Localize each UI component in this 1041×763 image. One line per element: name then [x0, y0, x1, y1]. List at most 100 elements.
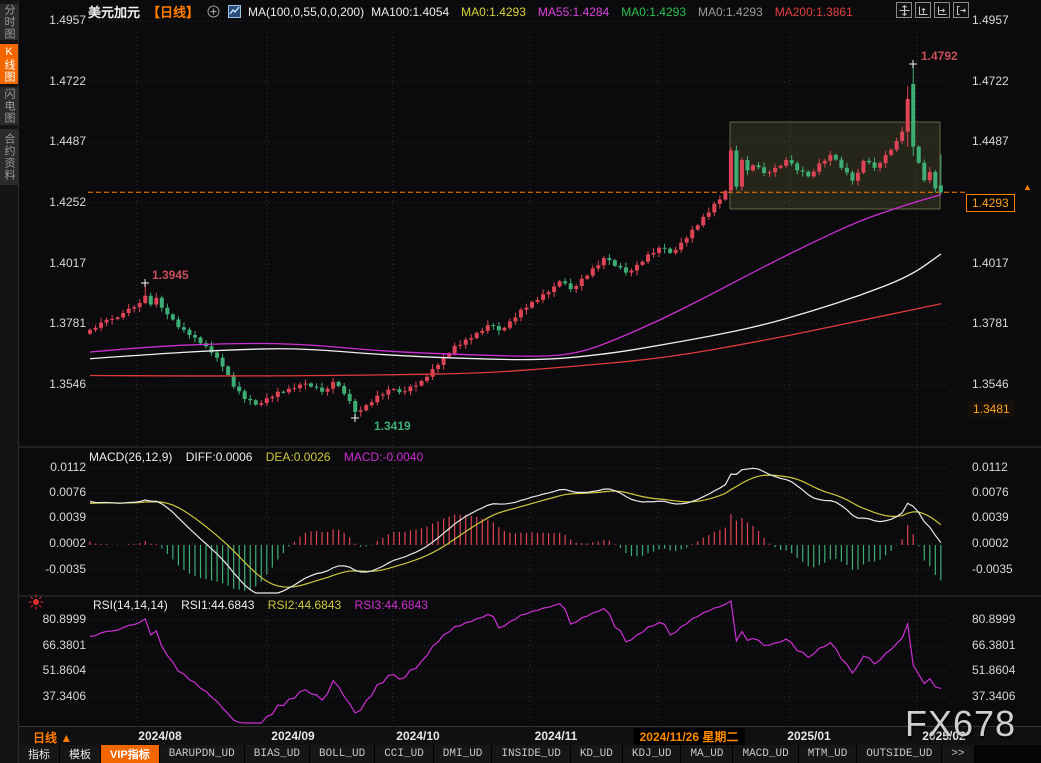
ma-value-1: MA100:1.4054 — [371, 4, 450, 19]
ma-value-6: MA200:1.3861 — [774, 4, 853, 19]
move-tool-icon[interactable] — [896, 2, 912, 18]
rsi3-value: RSI3:44.6843 — [354, 598, 428, 612]
chart-header: 美元加元 【日线】 MA(100,0,55,0,0,200) MA100:1.4… — [88, 3, 853, 21]
price-axis-right-label: 1.3781 — [972, 316, 1009, 330]
scale-right-icon[interactable] — [934, 2, 950, 18]
toolbar-item-[interactable]: 指标 — [19, 745, 60, 763]
sidebar-tab-4[interactable]: 合约资料 — [0, 129, 18, 185]
rsi-axis-right-label: 37.3406 — [972, 689, 1016, 703]
rsi-axis-right-label: 66.3801 — [972, 638, 1016, 652]
low-price-label: 1.3419 — [374, 419, 411, 433]
pan-right-icon[interactable] — [953, 2, 969, 18]
macd-axis-right-label: -0.0035 — [972, 562, 1013, 576]
macd-header: MACD(26,12,9) DIFF:0.0006 DEA:0.0026 MAC… — [89, 450, 433, 464]
toolbar-item-biasud[interactable]: BIAS_UD — [244, 745, 310, 763]
macd-diff-value: DIFF:0.0006 — [185, 450, 253, 464]
price-axis-left-label: 1.4017 — [49, 256, 86, 270]
price-axis-right-label: 1.4017 — [972, 256, 1009, 270]
macd-dea-value: DEA:0.0026 — [265, 450, 331, 464]
sidebar-tab-1[interactable]: 分时图 — [0, 4, 18, 40]
toolbar-item-cciud[interactable]: CCI_UD — [375, 745, 434, 763]
toolbar-item->>[interactable]: >> — [942, 745, 975, 763]
chart-type-sidebar: 分时图 K线图闪电图合约资料 — [0, 0, 19, 763]
toolbar-item-barupdnud[interactable]: BARUPDN_UD — [159, 745, 245, 763]
watermark: FX678 — [905, 703, 1017, 744]
macd-axis-left-label: 0.0039 — [49, 510, 86, 524]
price-axis-right-label: 1.4487 — [972, 134, 1009, 148]
indicator-toolbar: 指标 模板 VIP指标 BARUPDN_UD BIAS_UD BOLL_UD CCI_UD D… — [19, 745, 1041, 763]
macd-axis-left-label: 0.0112 — [50, 460, 86, 474]
price-axis-right-label: 1.4957 — [972, 13, 1009, 27]
price-up-arrow-icon: ▲ — [1023, 182, 1032, 192]
peak-price-label: 1.3945 — [152, 268, 189, 282]
rsi-axis-left-label: 51.8604 — [42, 663, 86, 677]
price-axis-right-label: 1.3546 — [972, 377, 1009, 391]
rsi-axis-left-label: 80.8999 — [42, 612, 86, 626]
macd-axis-right-label: 0.0002 — [972, 536, 1009, 550]
month-label: 2024/11 — [534, 729, 578, 743]
toolbar-item-outsideud[interactable]: OUTSIDE_UD — [857, 745, 943, 763]
toolbar-item-bollud[interactable]: BOLL_UD — [309, 745, 376, 763]
alert-starburst-icon[interactable] — [27, 593, 45, 611]
scale-up-icon[interactable] — [915, 2, 931, 18]
ma-value-3: MA55:1.4284 — [537, 4, 610, 19]
ma-value-2: MA0:1.4293 — [461, 4, 526, 19]
symbol-title: 美元加元 — [88, 5, 141, 20]
low-marker-box: 1.3481 — [968, 401, 1015, 417]
macd-axis-right-label: 0.0076 — [972, 485, 1009, 499]
macd-axis-right-label: 0.0112 — [972, 460, 1008, 474]
price-axis-left-label: 1.4487 — [49, 134, 86, 148]
rsi-axis-left-label: 37.3406 — [42, 689, 86, 703]
price-axis-right-label: 1.4722 — [972, 74, 1009, 88]
month-label: 2024/09 — [271, 729, 315, 743]
ma-value-4: MA0:1.4293 — [621, 4, 686, 19]
macd-axis-left-label: -0.0035 — [45, 562, 86, 576]
toolbar-item-kdjud[interactable]: KDJ_UD — [622, 745, 682, 763]
month-label: 2025/02 — [922, 729, 966, 743]
toolbar-item-mtmud[interactable]: MTM_UD — [798, 745, 858, 763]
crosshair-date-label: 2024/11/26 星期二 — [633, 728, 745, 745]
macd-value: MACD:-0.0040 — [343, 450, 424, 464]
time-axis: 日线 ▲ 2024/08 2024/09 2024/10 2024/11 2025/01… — [19, 726, 1041, 746]
toolbar-item-kdud[interactable]: KD_UD — [570, 745, 623, 763]
sidebar-tab-3[interactable]: 闪电图 — [0, 87, 18, 125]
macd-formula: MACD(26,12,9) — [89, 450, 173, 464]
rsi-header: RSI(14,14,14) RSI1:44.6843 RSI2:44.6843 … — [93, 598, 438, 612]
rsi-axis-left-label: 66.3801 — [42, 638, 86, 652]
macd-axis-left-label: 0.0002 — [49, 536, 86, 550]
toolbar-item-insideud[interactable]: INSIDE_UD — [492, 745, 571, 763]
rsi1-value: RSI1:44.6843 — [181, 598, 255, 612]
period-selector[interactable]: 日线 ▲ — [33, 731, 73, 745]
month-label: 2025/01 — [787, 729, 831, 743]
period-tag: 【日线】 — [147, 5, 200, 20]
toolbar-item-dmiud[interactable]: DMI_UD — [433, 745, 493, 763]
rsi2-value: RSI2:44.6843 — [267, 598, 342, 612]
month-label: 2024/10 — [396, 729, 440, 743]
current-price-box: 1.4293 — [966, 194, 1015, 212]
toolbar-item-vip[interactable]: VIP指标 — [101, 745, 160, 763]
price-axis-left-label: 1.3546 — [49, 377, 86, 391]
rsi-axis-right-label: 51.8604 — [972, 663, 1016, 677]
toolbar-item-maud[interactable]: MA_UD — [681, 745, 734, 763]
high-price-label: 1.4792 — [921, 49, 958, 63]
price-axis-left-label: 1.4722 — [49, 74, 86, 88]
toolbar-item-[interactable]: 模板 — [60, 745, 101, 763]
macd-axis-left-label: 0.0076 — [49, 485, 86, 499]
chart-thumbnail-icon[interactable] — [227, 5, 241, 19]
chart-tool-buttons — [896, 2, 969, 18]
add-indicator-icon[interactable] — [206, 5, 220, 19]
month-label: 2024/08 — [138, 729, 182, 743]
ma-value-5: MA0:1.4293 — [698, 4, 763, 19]
toolbar-item-macdud[interactable]: MACD_UD — [733, 745, 799, 763]
macd-axis-right-label: 0.0039 — [972, 510, 1009, 524]
ma-formula: MA(100,0,55,0,0,200) — [248, 4, 365, 19]
price-axis-left-label: 1.4957 — [49, 13, 86, 27]
price-axis-left-label: 1.4252 — [49, 195, 86, 209]
sidebar-tab-2[interactable]: K线图 — [0, 44, 18, 84]
rsi-axis-right-label: 80.8999 — [972, 612, 1016, 626]
price-axis-left-label: 1.3781 — [49, 316, 86, 330]
rsi-formula: RSI(14,14,14) — [93, 598, 168, 612]
ma-values: MA100:1.4054 MA0:1.4293 MA55:1.4284 MA0:1.4… — [371, 5, 853, 19]
